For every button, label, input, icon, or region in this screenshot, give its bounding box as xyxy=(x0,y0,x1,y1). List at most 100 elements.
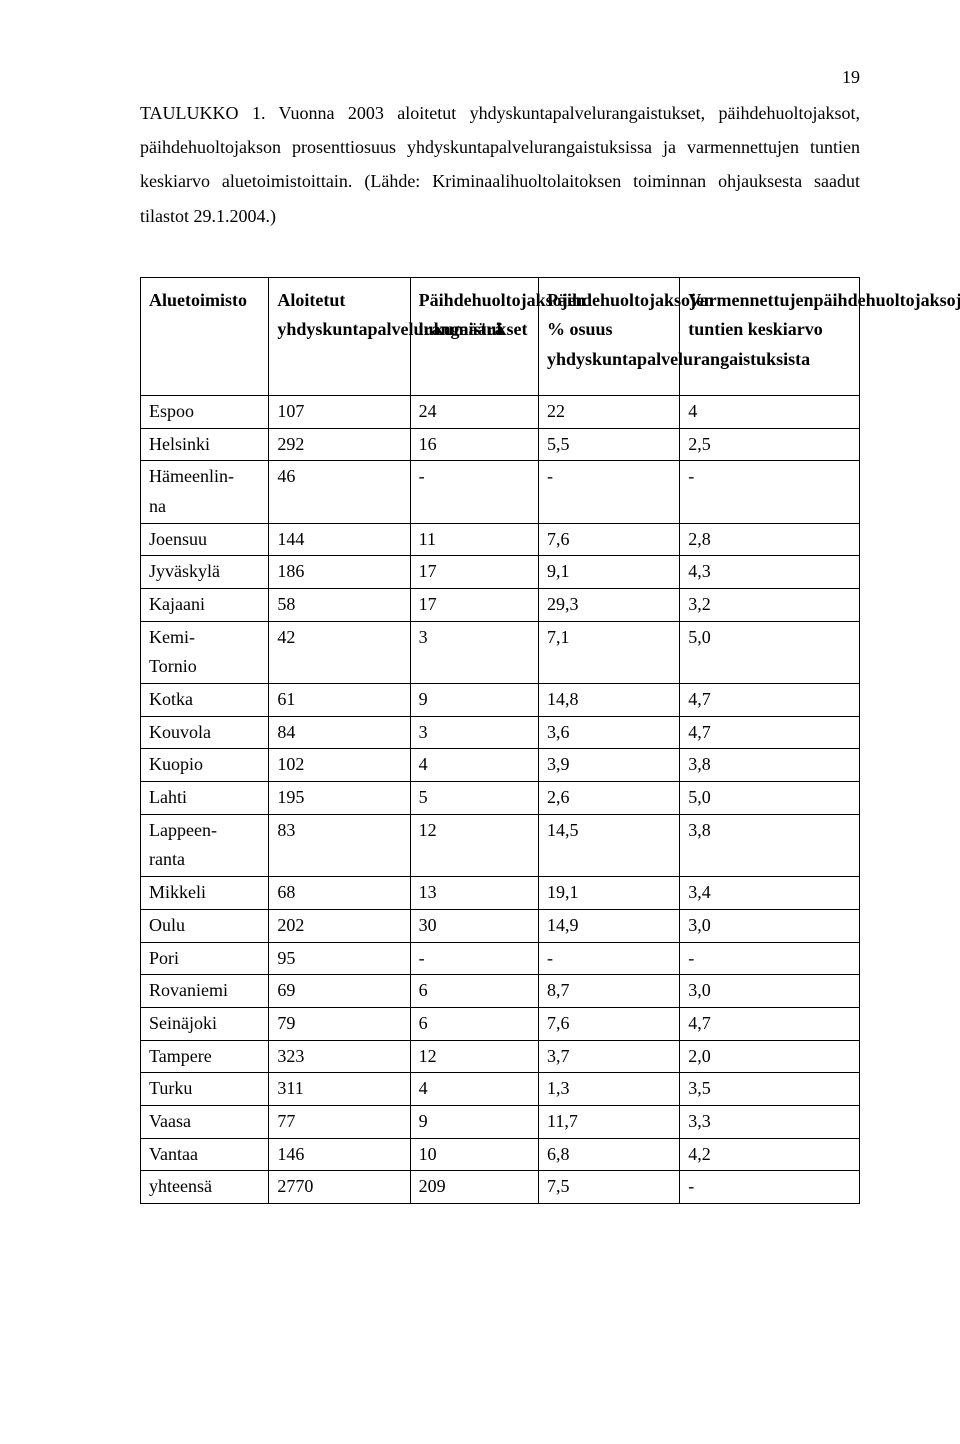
table-cell: Hämeenlin-na xyxy=(141,461,269,523)
table-cell: 30 xyxy=(410,909,538,942)
table-cell: - xyxy=(680,461,860,523)
table-cell: Kouvola xyxy=(141,716,269,749)
table-cell: Mikkeli xyxy=(141,877,269,910)
table-cell: 19,1 xyxy=(539,877,680,910)
table-cell: 3,8 xyxy=(680,749,860,782)
table-cell: 12 xyxy=(410,1040,538,1073)
table-cell: 7,1 xyxy=(539,621,680,683)
table-cell: 61 xyxy=(269,684,410,717)
table-cell: 83 xyxy=(269,814,410,876)
table-cell: 69 xyxy=(269,975,410,1008)
table-cell: 4 xyxy=(410,749,538,782)
table-cell: 195 xyxy=(269,782,410,815)
table-cell: 292 xyxy=(269,428,410,461)
data-table: Aluetoimisto Aloitetut yhdyskuntapalvelu… xyxy=(140,277,860,1204)
table-cell: 3 xyxy=(410,621,538,683)
table-cell: Tampere xyxy=(141,1040,269,1073)
table-cell: Kotka xyxy=(141,684,269,717)
table-cell: 4,7 xyxy=(680,716,860,749)
table-cell: 3,0 xyxy=(680,975,860,1008)
table-row: yhteensä27702097,5- xyxy=(141,1171,860,1204)
table-cell: 3,5 xyxy=(680,1073,860,1106)
table-cell: 16 xyxy=(410,428,538,461)
table-cell: 209 xyxy=(410,1171,538,1204)
table-cell: 79 xyxy=(269,1007,410,1040)
table-cell: 11,7 xyxy=(539,1105,680,1138)
table-cell: 17 xyxy=(410,588,538,621)
table-cell: 6,8 xyxy=(539,1138,680,1171)
table-row: Joensuu144117,62,8 xyxy=(141,523,860,556)
table-row: Rovaniemi6968,73,0 xyxy=(141,975,860,1008)
table-cell: 107 xyxy=(269,395,410,428)
table-cell: 17 xyxy=(410,556,538,589)
table-cell: 12 xyxy=(410,814,538,876)
table-cell: 6 xyxy=(410,975,538,1008)
table-row: Oulu2023014,93,0 xyxy=(141,909,860,942)
table-row: Kemi-Tornio4237,15,0 xyxy=(141,621,860,683)
table-cell: 9 xyxy=(410,1105,538,1138)
table-cell: - xyxy=(410,461,538,523)
table-cell: yhteensä xyxy=(141,1171,269,1204)
table-row: Mikkeli681319,13,4 xyxy=(141,877,860,910)
table-cell: 4 xyxy=(410,1073,538,1106)
table-cell: Turku xyxy=(141,1073,269,1106)
table-cell: 29,3 xyxy=(539,588,680,621)
table-cell: 186 xyxy=(269,556,410,589)
table-cell: 3,3 xyxy=(680,1105,860,1138)
table-cell: 22 xyxy=(539,395,680,428)
table-cell: 46 xyxy=(269,461,410,523)
table-cell: Espoo xyxy=(141,395,269,428)
table-cell: Pori xyxy=(141,942,269,975)
table-cell: 7,6 xyxy=(539,1007,680,1040)
table-cell: - xyxy=(680,942,860,975)
page-number: 19 xyxy=(842,60,860,94)
table-cell: 4,2 xyxy=(680,1138,860,1171)
table-cell: 3,8 xyxy=(680,814,860,876)
table-cell: 2,0 xyxy=(680,1040,860,1073)
table-cell: 14,5 xyxy=(539,814,680,876)
table-cell: 11 xyxy=(410,523,538,556)
table-cell: 42 xyxy=(269,621,410,683)
table-cell: Helsinki xyxy=(141,428,269,461)
table-cell: 3 xyxy=(410,716,538,749)
table-row: Tampere323123,72,0 xyxy=(141,1040,860,1073)
table-cell: 68 xyxy=(269,877,410,910)
table-row: Kajaani581729,33,2 xyxy=(141,588,860,621)
table-row: Kotka61914,84,7 xyxy=(141,684,860,717)
table-cell: 2,6 xyxy=(539,782,680,815)
table-cell: 202 xyxy=(269,909,410,942)
table-cell: - xyxy=(539,942,680,975)
table-cell: Seinäjoki xyxy=(141,1007,269,1040)
table-row: Pori95--- xyxy=(141,942,860,975)
table-cell: 14,8 xyxy=(539,684,680,717)
col-header-avg: Varmennettujenpäihdehuoltojaksojen tunti… xyxy=(680,277,860,395)
table-cell: 24 xyxy=(410,395,538,428)
table-row: Jyväskylä186179,14,3 xyxy=(141,556,860,589)
col-header-started: Aloitetut yhdyskuntapalvelurangaistukset xyxy=(269,277,410,395)
table-cell: 14,9 xyxy=(539,909,680,942)
col-header-office: Aluetoimisto xyxy=(141,277,269,395)
table-row: Vaasa77911,73,3 xyxy=(141,1105,860,1138)
table-cell: 84 xyxy=(269,716,410,749)
table-cell: Jyväskylä xyxy=(141,556,269,589)
body-paragraph: TAULUKKO 1. Vuonna 2003 aloitetut yhdysk… xyxy=(140,96,860,233)
table-cell: 4,7 xyxy=(680,1007,860,1040)
table-cell: 5,5 xyxy=(539,428,680,461)
table-row: Vantaa146106,84,2 xyxy=(141,1138,860,1171)
table-cell: Vaasa xyxy=(141,1105,269,1138)
table-cell: 311 xyxy=(269,1073,410,1106)
table-cell: 95 xyxy=(269,942,410,975)
table-cell: 10 xyxy=(410,1138,538,1171)
table-cell: 3,6 xyxy=(539,716,680,749)
table-cell: 5,0 xyxy=(680,782,860,815)
table-cell: Lahti xyxy=(141,782,269,815)
table-cell: Lappeen-ranta xyxy=(141,814,269,876)
table-cell: 8,7 xyxy=(539,975,680,1008)
table-cell: 9,1 xyxy=(539,556,680,589)
table-row: Lahti19552,65,0 xyxy=(141,782,860,815)
table-cell: - xyxy=(539,461,680,523)
table-cell: 1,3 xyxy=(539,1073,680,1106)
table-cell: 3,4 xyxy=(680,877,860,910)
table-row: Kuopio10243,93,8 xyxy=(141,749,860,782)
table-row: Helsinki292165,52,5 xyxy=(141,428,860,461)
